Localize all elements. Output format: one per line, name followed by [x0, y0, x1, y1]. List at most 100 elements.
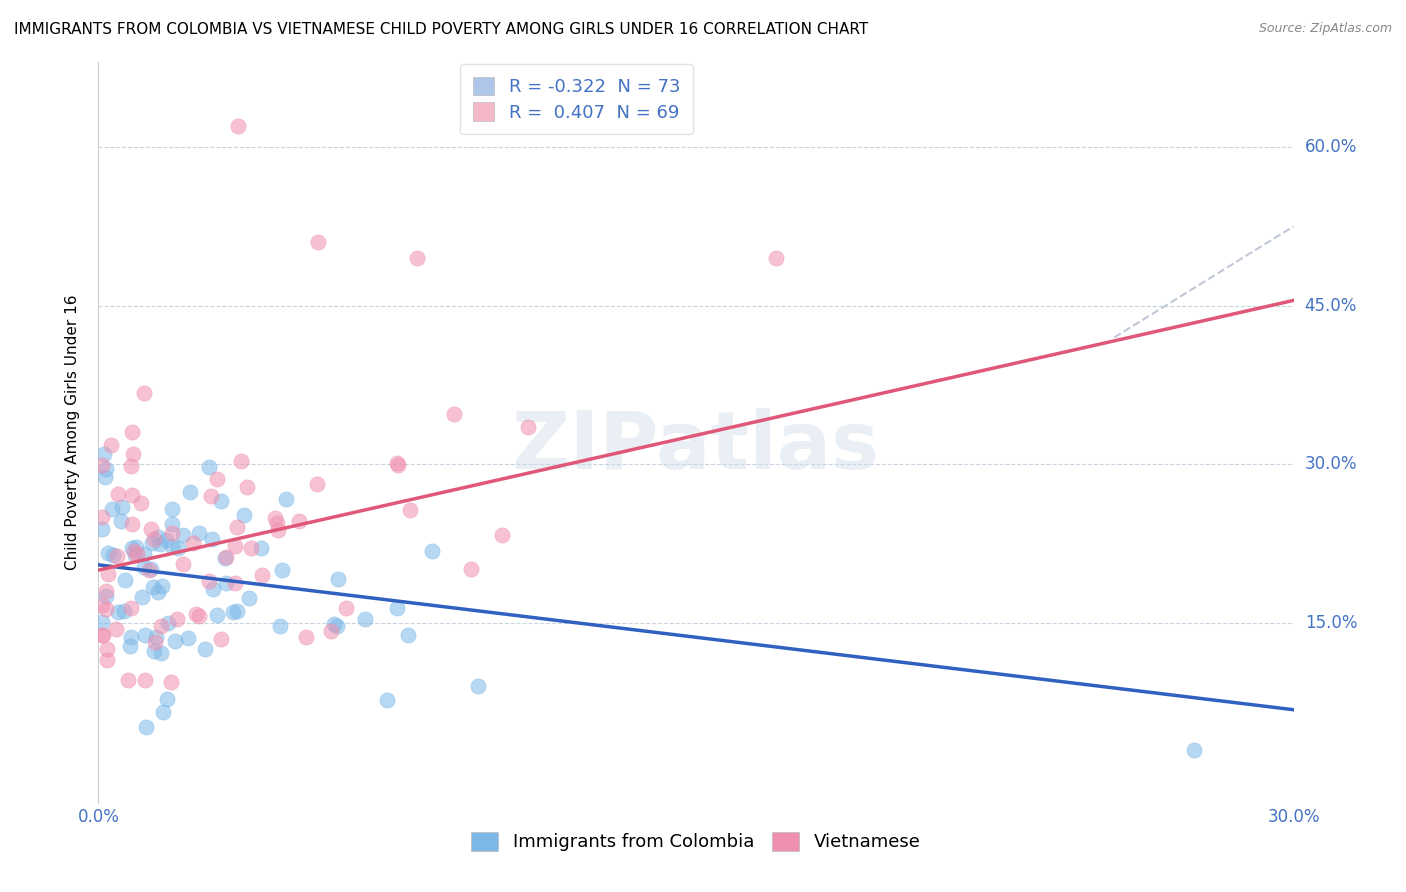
Point — [160, 539, 183, 553]
Point — [97, 567, 120, 582]
Point — [491, 528, 513, 542]
Point — [270, 563, 292, 577]
Point — [107, 606, 129, 620]
Point — [121, 488, 143, 502]
Point — [184, 607, 207, 621]
Point — [107, 487, 129, 501]
Text: 15.0%: 15.0% — [1305, 614, 1357, 632]
Point — [141, 562, 163, 576]
Point — [398, 503, 420, 517]
Point — [101, 548, 124, 562]
Point — [183, 536, 205, 550]
Point — [131, 590, 153, 604]
Point — [162, 516, 184, 531]
Point — [160, 526, 183, 541]
Point — [225, 520, 247, 534]
Point — [141, 536, 163, 550]
Point — [264, 511, 287, 525]
Text: 30.0%: 30.0% — [1305, 455, 1357, 474]
Point — [319, 624, 342, 639]
Point — [226, 119, 249, 133]
Point — [134, 386, 156, 401]
Point — [295, 630, 318, 644]
Point — [187, 525, 209, 540]
Point — [120, 459, 142, 474]
Point — [1182, 743, 1205, 757]
Point — [132, 559, 155, 574]
Point — [215, 575, 238, 590]
Point — [209, 632, 232, 646]
Point — [134, 628, 156, 642]
Point — [134, 548, 156, 562]
Point — [150, 579, 173, 593]
Y-axis label: Child Poverty Among Girls Under 16: Child Poverty Among Girls Under 16 — [65, 295, 80, 570]
Point — [249, 541, 271, 555]
Point — [93, 447, 115, 461]
Point — [194, 641, 217, 656]
Point — [129, 496, 152, 510]
Point — [201, 533, 224, 547]
Point — [326, 572, 349, 586]
Point — [205, 472, 228, 486]
Point — [91, 598, 114, 612]
Point — [122, 544, 145, 558]
Point — [125, 541, 148, 555]
Text: ZIPatlas: ZIPatlas — [512, 409, 880, 486]
Point — [124, 549, 146, 563]
Point — [101, 501, 124, 516]
Point — [145, 634, 167, 648]
Point — [152, 705, 174, 719]
Point — [120, 630, 142, 644]
Point — [91, 522, 114, 536]
Point — [121, 516, 143, 531]
Point — [96, 642, 118, 657]
Point — [215, 549, 238, 564]
Point — [141, 523, 163, 537]
Text: 45.0%: 45.0% — [1305, 297, 1357, 315]
Point — [205, 607, 228, 622]
Point — [142, 644, 165, 658]
Point — [385, 600, 408, 615]
Point — [105, 622, 128, 636]
Point — [307, 235, 329, 250]
Point — [114, 604, 136, 618]
Point — [323, 616, 346, 631]
Point — [326, 618, 349, 632]
Point — [307, 476, 329, 491]
Point — [121, 541, 143, 556]
Point — [156, 692, 179, 706]
Point — [269, 619, 291, 633]
Point — [97, 546, 120, 560]
Point — [765, 251, 787, 265]
Point — [94, 589, 117, 603]
Point — [236, 480, 259, 494]
Point — [148, 585, 170, 599]
Point — [224, 576, 246, 591]
Point — [127, 547, 149, 561]
Point — [420, 544, 443, 558]
Text: Source: ZipAtlas.com: Source: ZipAtlas.com — [1258, 22, 1392, 36]
Point — [396, 628, 419, 642]
Point — [240, 541, 263, 555]
Point — [96, 461, 118, 475]
Point — [211, 493, 233, 508]
Point — [143, 532, 166, 546]
Point — [120, 601, 142, 615]
Point — [91, 627, 114, 641]
Point — [114, 574, 136, 588]
Point — [177, 631, 200, 645]
Point — [166, 612, 188, 626]
Point — [233, 508, 256, 523]
Point — [138, 563, 160, 577]
Point — [94, 583, 117, 598]
Point — [460, 562, 482, 576]
Point — [91, 458, 114, 472]
Point — [377, 693, 399, 707]
Point — [165, 634, 187, 648]
Point — [229, 453, 252, 467]
Point — [467, 679, 489, 693]
Point — [238, 591, 260, 605]
Point — [91, 615, 114, 630]
Point — [198, 574, 221, 588]
Point — [121, 425, 143, 440]
